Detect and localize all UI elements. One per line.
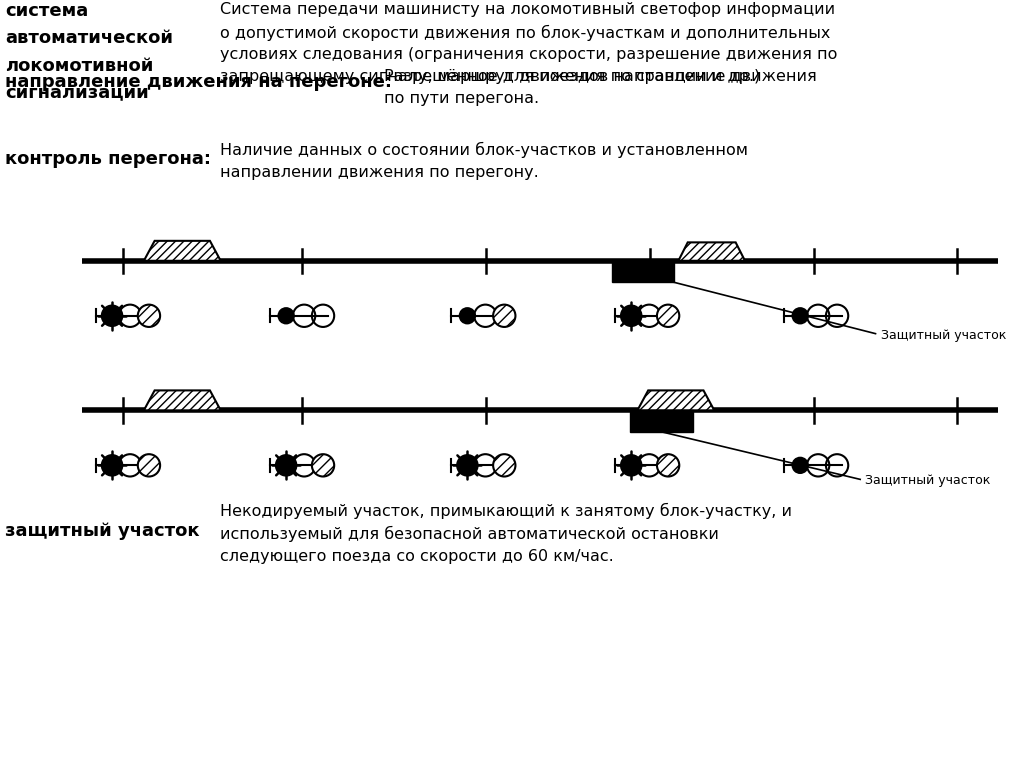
Circle shape [621, 455, 642, 476]
Circle shape [275, 455, 297, 476]
Text: Защитный участок: Защитный участок [865, 474, 990, 487]
Circle shape [657, 454, 679, 476]
Circle shape [494, 454, 515, 476]
Text: защитный участок: защитный участок [5, 522, 200, 539]
Circle shape [494, 304, 515, 327]
Circle shape [793, 308, 808, 324]
Polygon shape [637, 390, 715, 410]
Bar [612, 261, 674, 282]
Polygon shape [143, 241, 221, 261]
Bar [630, 410, 693, 432]
Polygon shape [143, 390, 221, 410]
Circle shape [312, 454, 334, 476]
Circle shape [621, 305, 642, 326]
Circle shape [138, 304, 160, 327]
Text: Наличие данных о состоянии блок-участков и установленном
направлении движения по: Наличие данных о состоянии блок-участков… [220, 142, 749, 179]
Circle shape [460, 308, 475, 324]
Circle shape [138, 454, 160, 476]
Text: контроль перегона:: контроль перегона: [5, 150, 211, 167]
Text: Некодируемый участок, примыкающий к занятому блок-участку, и
используемый для бе: Некодируемый участок, примыкающий к заня… [220, 502, 793, 564]
Circle shape [657, 304, 679, 327]
Text: система
автоматической
локомотивной
сигнализации: система автоматической локомотивной сигн… [5, 2, 173, 101]
Text: Защитный участок: Защитный участок [881, 328, 1006, 341]
Circle shape [101, 455, 123, 476]
Text: Разрешённое для поездов направление движения
по пути перегона.: Разрешённое для поездов направление движ… [384, 69, 817, 106]
Circle shape [279, 308, 294, 324]
Text: направление движения на перегоне:: направление движения на перегоне: [5, 73, 392, 91]
Circle shape [793, 457, 808, 473]
Circle shape [101, 305, 123, 326]
Text: Система передачи машинисту на локомотивный светофор информации
о допустимой скор: Система передачи машинисту на локомотивн… [220, 2, 838, 84]
Circle shape [457, 455, 478, 476]
Polygon shape [678, 242, 744, 261]
